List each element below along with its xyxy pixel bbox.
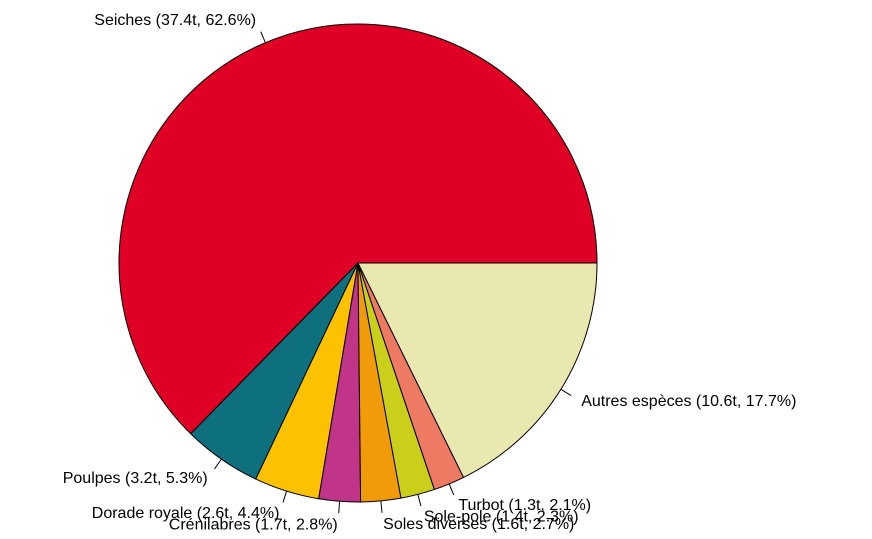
slice-label: Crénilabres (1.7t, 2.8%) — [169, 516, 338, 533]
slice-label: Dorade royale (2.6t, 4.4%) — [92, 505, 280, 522]
label-line — [214, 458, 222, 470]
label-line — [417, 494, 422, 507]
label-line — [282, 490, 288, 503]
label-line — [448, 483, 455, 496]
slice-label: Seiches (37.4t, 62.6%) — [94, 12, 256, 29]
slice-label: Poulpes (3.2t, 5.3%) — [63, 470, 208, 487]
label-line — [338, 501, 341, 514]
slice-label: Soles diverses (1.6t, 2.7%) — [383, 516, 574, 533]
slice-label: Turbot (1.3t, 2.1%) — [458, 497, 591, 514]
label-line — [260, 31, 266, 43]
slice-label: Sole-pole (1.4t, 2.3%) — [424, 509, 579, 526]
pie-slice — [357, 262, 598, 479]
label-line — [380, 500, 383, 513]
slice-label: Autres espèces (10.6t, 17.7%) — [581, 393, 796, 410]
label-line — [560, 388, 572, 397]
